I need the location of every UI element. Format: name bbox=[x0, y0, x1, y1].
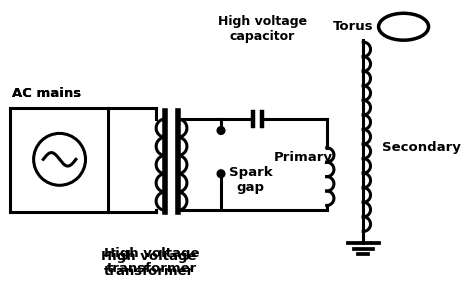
Text: Secondary: Secondary bbox=[382, 141, 461, 154]
Text: High voltage
capacitor: High voltage capacitor bbox=[218, 15, 307, 43]
Text: Spark
gap: Spark gap bbox=[228, 166, 273, 194]
Text: AC mains: AC mains bbox=[11, 87, 81, 100]
Text: Primary: Primary bbox=[274, 151, 333, 164]
Text: AC mains: AC mains bbox=[11, 87, 81, 100]
Circle shape bbox=[217, 170, 225, 178]
Text: High voltage
transformer: High voltage transformer bbox=[104, 247, 200, 275]
Text: High voltage
transformer: High voltage transformer bbox=[101, 249, 197, 277]
Text: Torus: Torus bbox=[333, 20, 374, 33]
Circle shape bbox=[217, 127, 225, 134]
